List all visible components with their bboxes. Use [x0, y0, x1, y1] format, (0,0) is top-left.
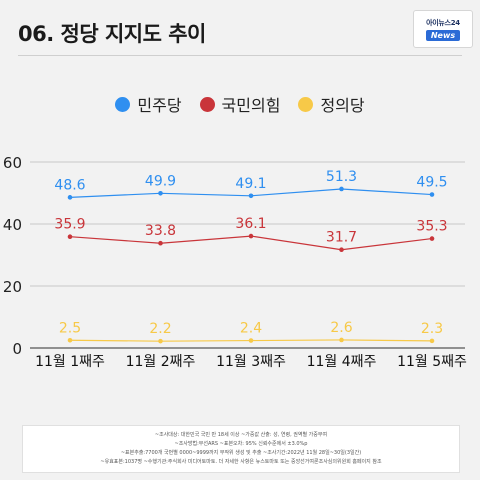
data-label: 2.5	[59, 320, 81, 336]
data-point	[248, 193, 254, 199]
legend-label-justice: 정의당	[320, 96, 365, 115]
data-point	[67, 195, 73, 200]
data-label: 35.9	[54, 217, 85, 233]
line-chart: 0 20 40 60 11월 1째주 11월 2째주 11월 3째주 11월 4째주 11월 5…	[3, 154, 467, 370]
legend-label-democratic: 민주당	[137, 96, 182, 115]
data-label: 33.8	[145, 223, 176, 239]
data-point	[67, 337, 73, 343]
x-tick-label: 11월 5째주	[397, 354, 467, 370]
y-tick-label: 20	[3, 278, 22, 296]
legend-item-justice: 정의당	[298, 92, 365, 116]
data-point	[158, 338, 163, 344]
title-divider	[18, 55, 462, 56]
note-line: ~유효표본:1037명 ~수행기관:주식회사 미디어토마토. 더 자세한 사항은…	[100, 459, 382, 465]
data-label: 2.6	[330, 320, 352, 336]
data-label: 49.5	[416, 175, 447, 191]
data-label: 2.2	[149, 321, 171, 337]
data-label: 49.1	[235, 176, 266, 192]
x-tick-label: 11월 2째주	[126, 354, 196, 370]
data-point	[158, 191, 163, 196]
note-line: ~조사방법:무선ARS ~표본오차: 95% 신뢰수준에서 ±3.0%p	[174, 441, 308, 447]
x-tick-label: 11월 1째주	[35, 354, 105, 370]
y-tick-label: 0	[12, 340, 22, 358]
x-tick-label: 11월 4째주	[307, 354, 377, 370]
y-tick-label: 40	[3, 216, 22, 234]
data-point	[158, 240, 163, 246]
data-point	[339, 337, 344, 343]
legend-item-ppp: 국민의힘	[199, 92, 281, 116]
legend-label-ppp: 국민의힘	[221, 96, 281, 115]
note-line: ~표본추출:7700개 국번별 0000~9999까지 무작위 생성 및 추출 …	[120, 450, 362, 456]
data-point	[429, 192, 435, 197]
data-point	[67, 234, 73, 240]
brand-logo: 아이뉴스24 News	[413, 10, 473, 48]
legend-swatch-ppp	[199, 96, 215, 112]
logo-badge: News	[425, 29, 461, 41]
data-label: 51.3	[326, 169, 357, 185]
logo-wordmark: 아이뉴스24	[426, 18, 460, 27]
legend-swatch-democratic	[115, 96, 131, 112]
data-point	[339, 186, 344, 192]
data-label: 49.9	[145, 173, 176, 189]
legend-item-democratic: 민주당	[115, 92, 182, 116]
chart-legend: 민주당 국민의힘 정의당	[0, 92, 480, 116]
page-title: 06. 정당 지지도 추이	[18, 22, 206, 46]
data-label: 31.7	[326, 230, 357, 246]
data-point	[429, 236, 435, 241]
survey-notes: ~조사대상: 대한민국 국민 만 18세 이상 ~가중값 산출: 성, 연령, …	[22, 425, 460, 473]
data-label: 36.1	[235, 216, 266, 232]
data-point	[339, 247, 344, 253]
data-label: 2.3	[421, 321, 443, 337]
legend-swatch-justice	[298, 96, 314, 112]
y-tick-label: 60	[3, 154, 22, 172]
data-label: 2.4	[240, 321, 262, 337]
data-point	[248, 233, 254, 239]
data-point	[248, 338, 254, 343]
data-label: 48.6	[54, 177, 85, 193]
note-line: ~조사대상: 대한민국 국민 만 18세 이상 ~가중값 산출: 성, 연령, …	[154, 432, 328, 438]
data-point	[429, 338, 435, 344]
x-tick-label: 11월 3째주	[216, 354, 286, 370]
data-label: 35.3	[416, 219, 447, 235]
